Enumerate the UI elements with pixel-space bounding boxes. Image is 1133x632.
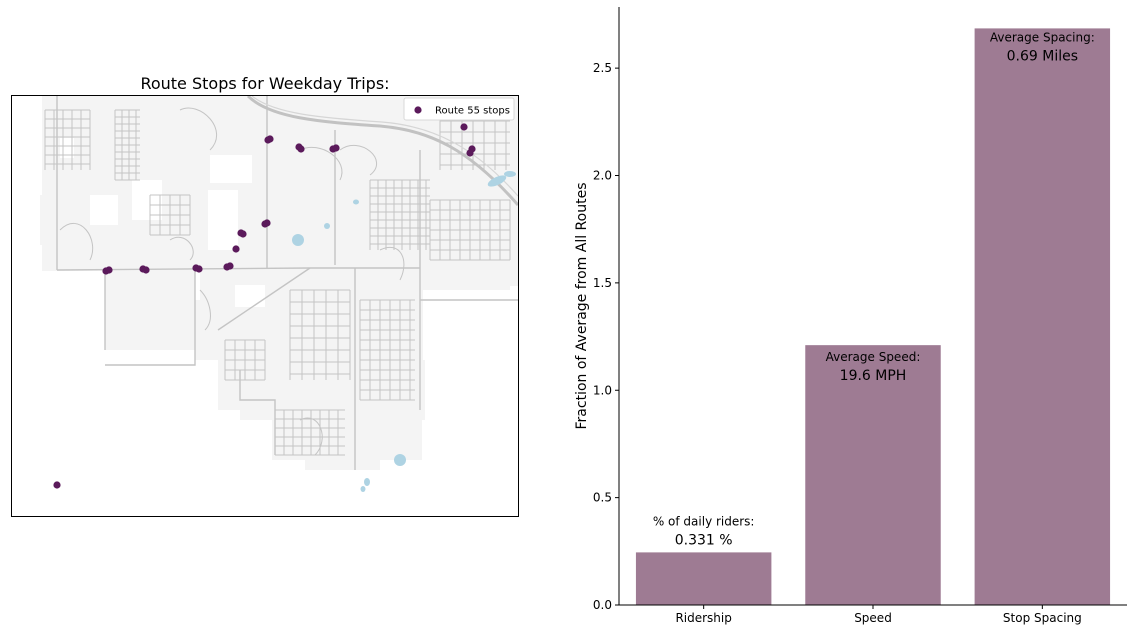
highway [246, 96, 518, 206]
legend-marker [414, 106, 422, 114]
x-tick-label: Ridership [675, 611, 731, 625]
route-stop-7 [460, 123, 468, 131]
route-stop-4 [297, 145, 305, 153]
bar-ridership [635, 552, 772, 605]
annotation-title: Average Speed: [826, 350, 921, 364]
bar-chart-panel: % of daily riders: 0.331 % Average Speed: 1… [560, 0, 1133, 632]
route-map: Route 55 stops [11, 95, 519, 517]
route-stop-22 [226, 262, 234, 270]
route-stop-23 [53, 481, 61, 489]
map-frame [11, 95, 519, 517]
x-tick-label: Stop Spacing [1003, 611, 1082, 625]
route-stop-14 [232, 245, 240, 253]
legend-label: Route 55 stops [435, 106, 510, 117]
route-stop-2 [266, 135, 274, 143]
annotation-value: 0.331 % [675, 532, 733, 548]
annotation-title: Average Spacing: [990, 30, 1095, 44]
map-legend: Route 55 stops [403, 97, 515, 121]
route-stop-16 [105, 266, 113, 274]
bar-speed [805, 345, 941, 605]
annotation-value: 19.6 MPH [840, 368, 907, 384]
route-stops [53, 123, 476, 489]
land-area [40, 96, 518, 470]
annotation-value: 0.69 Miles [1007, 48, 1078, 64]
map-title: Route Stops for Weekday Trips: [140, 74, 390, 93]
y-tick-label: 2.0 [593, 169, 612, 183]
route-stop-11 [263, 219, 271, 227]
route-stops-map-panel: Route Stops for Weekday Trips: [0, 0, 560, 632]
x-tick-label: Speed [854, 611, 892, 625]
y-tick-label: 0.0 [593, 598, 612, 612]
y-tick-label: 2.5 [593, 61, 612, 75]
route-stop-6 [332, 144, 340, 152]
water-bodies [292, 171, 516, 492]
annotation-title: % of daily riders: [653, 514, 755, 528]
route-stop-18 [142, 266, 150, 274]
y-tick-label: 0.5 [593, 491, 612, 505]
y-tick-label: 1.5 [593, 276, 612, 290]
y-tick-label: 1.0 [593, 383, 612, 397]
route-stop-20 [195, 265, 203, 273]
route-stop-9 [466, 149, 474, 157]
y-axis-label: Fraction of Average from All Routes [574, 183, 590, 430]
route-stop-13 [239, 230, 247, 238]
bar-chart: % of daily riders: 0.331 % Average Speed: 1… [574, 7, 1127, 625]
bar-stop-spacing [974, 28, 1111, 606]
road-network [44, 96, 518, 470]
